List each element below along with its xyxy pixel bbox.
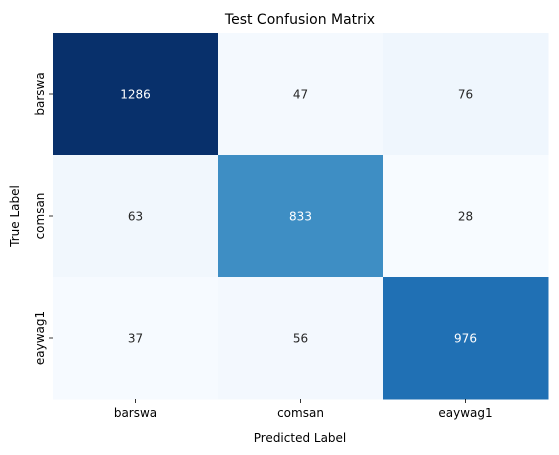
cell-value-label: 28: [458, 210, 473, 224]
x-tick-label: barswa: [114, 406, 157, 420]
cell-value-label: 976: [454, 332, 477, 346]
heatmap-cell-comsan-eaywag1: [383, 155, 549, 278]
cell-value-label: 1286: [120, 88, 151, 102]
cell-value-label: 833: [289, 210, 312, 224]
y-tick-label: barswa: [33, 72, 47, 115]
y-axis-ticks: barswa comsan eaywag1: [33, 72, 53, 365]
y-tick-label: eaywag1: [33, 311, 47, 365]
heatmap-cell-comsan-barswa: [53, 155, 219, 278]
heatmap-cells: [53, 33, 549, 400]
heatmap-cell-eaywag1-eaywag1: [383, 277, 549, 400]
x-axis-label: Predicted Label: [254, 431, 347, 445]
x-tick-label: eaywag1: [438, 406, 492, 420]
heatmap-cell-eaywag1-barswa: [53, 277, 219, 400]
heatmap-cell-eaywag1-comsan: [218, 277, 384, 400]
heatmap-cell-comsan-comsan: [218, 155, 384, 278]
heatmap-cell-barswa-comsan: [218, 33, 384, 156]
heatmap-cell-labels: 1286 47 76 63 833 28 37 56 976: [120, 88, 477, 346]
heatmap-cell-barswa-eaywag1: [383, 33, 549, 156]
chart-title: Test Confusion Matrix: [224, 12, 375, 28]
x-tick-label: comsan: [277, 406, 324, 420]
x-axis-ticks: barswa comsan eaywag1: [114, 399, 493, 420]
y-axis-label: True Label: [8, 185, 22, 248]
cell-value-label: 47: [293, 88, 308, 102]
cell-value-label: 63: [128, 210, 143, 224]
cell-value-label: 56: [293, 332, 308, 346]
cell-value-label: 76: [458, 88, 473, 102]
y-tick-label: comsan: [33, 193, 47, 240]
heatmap-cell-barswa-barswa: [53, 33, 219, 156]
cell-value-label: 37: [128, 332, 143, 346]
